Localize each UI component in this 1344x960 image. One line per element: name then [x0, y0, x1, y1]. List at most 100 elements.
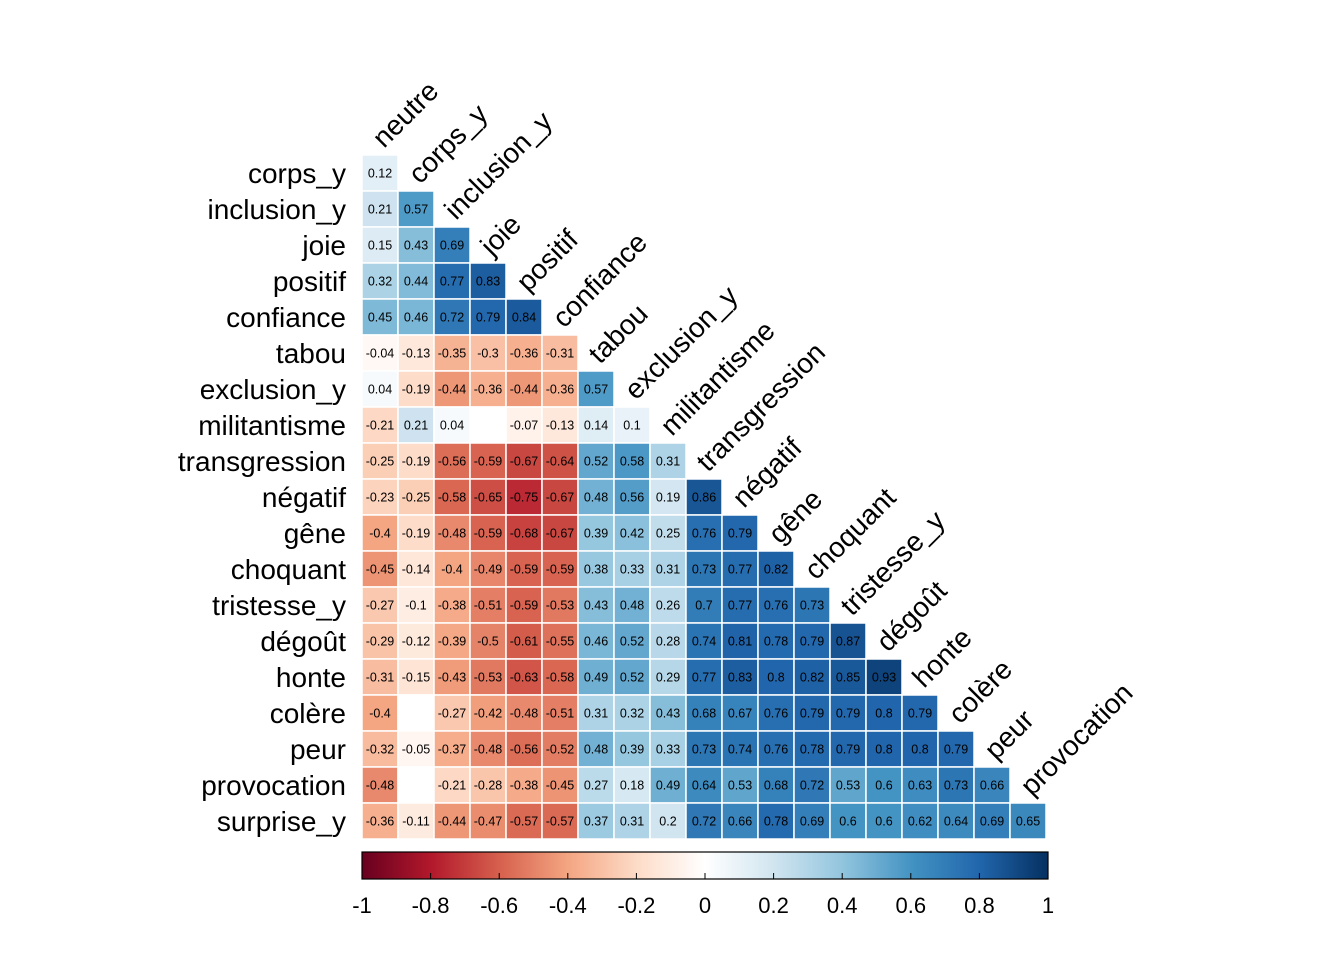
cell-value-label: -0.56: [438, 455, 467, 469]
heatmap-cell: [397, 766, 435, 804]
row-label: inclusion_y: [207, 194, 346, 225]
colorbar-tick-label: -0.2: [617, 893, 655, 918]
cell-value-label: 0.12: [368, 167, 392, 181]
heatmap-cell: [577, 550, 615, 588]
cell-value-label: -0.21: [438, 779, 467, 793]
heatmap-cell: [505, 586, 543, 624]
cell-value-label: 0.79: [476, 311, 500, 325]
cell-value-label: 0.29: [656, 671, 680, 685]
cell-value-label: 0.31: [620, 815, 644, 829]
heatmap-cell: [613, 622, 651, 660]
heatmap-cell: [397, 586, 435, 624]
cell-value-label: 0.46: [584, 635, 608, 649]
colorbar-tick-label: 0.2: [758, 893, 789, 918]
cell-value-label: 0.48: [584, 743, 608, 757]
cell-value-label: -0.59: [474, 527, 503, 541]
cell-value-label: -0.21: [366, 419, 395, 433]
cell-value-label: -0.51: [474, 599, 503, 613]
heatmap-cell: [757, 586, 795, 624]
cell-value-label: 0.2: [659, 815, 676, 829]
heatmap-cells: 0.12 0.21 0.57 0.15 0.43 0.69 0.32 0.44 0.77 0.83…: [361, 154, 1047, 840]
cell-value-label: -0.31: [366, 671, 395, 685]
cell-value-label: 0.62: [908, 815, 932, 829]
heatmap-cell: [397, 298, 435, 336]
heatmap-cell: [721, 730, 759, 768]
cell-value-label: -0.4: [441, 563, 463, 577]
colorbar-tick-label: -0.6: [480, 893, 518, 918]
row-label: surprise_y: [217, 806, 346, 837]
cell-value-label: 0.69: [980, 815, 1004, 829]
colorbar-tick-label: 0.4: [827, 893, 858, 918]
cell-value-label: 0.79: [728, 527, 752, 541]
cell-value-label: -0.67: [546, 491, 575, 505]
heatmap-cell: [1009, 802, 1047, 840]
row-label: choquant: [231, 554, 346, 585]
cell-value-label: -0.19: [402, 527, 431, 541]
cell-value-label: -0.42: [474, 707, 503, 721]
cell-value-label: -0.28: [474, 779, 503, 793]
cell-value-label: 0.43: [656, 707, 680, 721]
heatmap-cell: [541, 658, 579, 696]
cell-value-label: 0.33: [620, 563, 644, 577]
row-label: peur: [290, 734, 346, 765]
heatmap-cell: [973, 766, 1011, 804]
cell-value-label: 0.77: [440, 275, 464, 289]
colorbar: -1 -0.8 -0.6 -0.4 -0.2 0 0.2 0.4 0.6 0.8 1: [352, 851, 1054, 918]
cell-value-label: -0.27: [438, 707, 467, 721]
heatmap-cell: [361, 694, 399, 732]
cell-value-label: -0.53: [546, 599, 575, 613]
cell-value-label: 0.93: [872, 671, 896, 685]
heatmap-cell: [649, 478, 687, 516]
cell-value-label: 0.14: [584, 419, 608, 433]
cell-value-label: 0.77: [692, 671, 716, 685]
heatmap-cell: [505, 514, 543, 552]
cell-value-label: 0.49: [584, 671, 608, 685]
cell-value-label: 0.66: [728, 815, 752, 829]
heatmap-cell: [397, 370, 435, 408]
cell-value-label: 0.83: [728, 671, 752, 685]
heatmap-cell: [685, 514, 723, 552]
cell-value-label: 0.81: [728, 635, 752, 649]
cell-value-label: -0.31: [546, 347, 575, 361]
cell-value-label: 0.21: [368, 203, 392, 217]
row-label: corps_y: [248, 158, 346, 189]
cell-value-label: 0.78: [800, 743, 824, 757]
cell-value-label: 0.87: [836, 635, 860, 649]
row-label: provocation: [201, 770, 346, 801]
cell-value-label: -0.23: [366, 491, 395, 505]
cell-value-label: 0.72: [800, 779, 824, 793]
cell-value-label: -0.5: [477, 635, 499, 649]
cell-value-label: -0.48: [510, 707, 539, 721]
colorbar-tick-label: 0.8: [964, 893, 995, 918]
cell-value-label: -0.68: [510, 527, 539, 541]
row-label: militantisme: [198, 410, 346, 441]
heatmap-cell: [757, 550, 795, 588]
cell-value-label: 0.79: [836, 743, 860, 757]
cell-value-label: -0.07: [510, 419, 539, 433]
cell-value-label: 0.7: [695, 599, 712, 613]
heatmap-cell: [793, 802, 831, 840]
heatmap-cell: [829, 802, 867, 840]
cell-value-label: -0.1: [405, 599, 427, 613]
heatmap-cell: [829, 730, 867, 768]
heatmap-cell: [721, 694, 759, 732]
cell-value-label: -0.53: [474, 671, 503, 685]
colorbar-tick-label: 1: [1042, 893, 1054, 918]
cell-value-label: 0.72: [692, 815, 716, 829]
heatmap-cell: [865, 658, 903, 696]
cell-value-label: 0.74: [692, 635, 716, 649]
column-label: provocation: [1014, 677, 1138, 801]
heatmap-cell: [721, 766, 759, 804]
cell-value-label: -0.48: [366, 779, 395, 793]
heatmap-cell: [721, 802, 759, 840]
cell-value-label: 0.19: [656, 491, 680, 505]
cell-value-label: 0.76: [764, 707, 788, 721]
heatmap-cell: [397, 514, 435, 552]
cell-value-label: 0.73: [944, 779, 968, 793]
cell-value-label: -0.75: [510, 491, 539, 505]
heatmap-cell: [685, 694, 723, 732]
cell-value-label: 0.8: [767, 671, 784, 685]
row-label: joie: [301, 230, 346, 261]
heatmap-cell: [505, 730, 543, 768]
cell-value-label: 0.39: [584, 527, 608, 541]
